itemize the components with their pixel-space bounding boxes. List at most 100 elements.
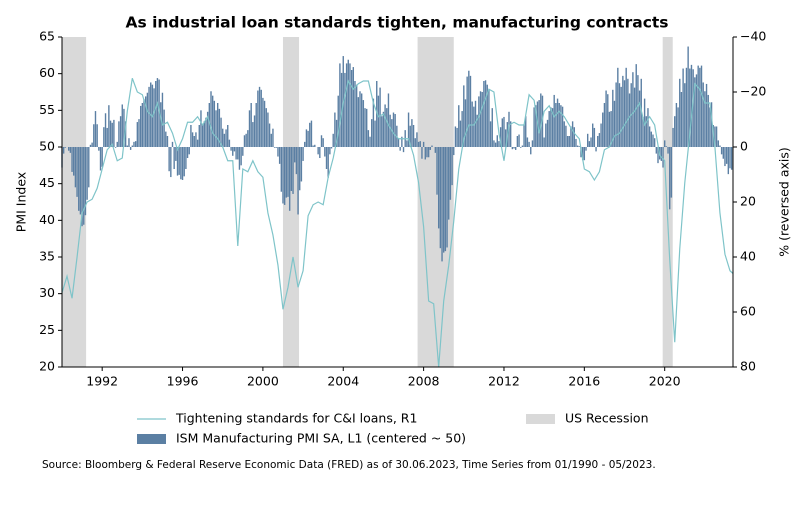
bar xyxy=(558,103,560,147)
recession-band xyxy=(662,37,673,367)
bar xyxy=(454,126,457,147)
bar xyxy=(295,147,298,175)
bar xyxy=(213,100,216,147)
bar xyxy=(627,78,629,147)
bar xyxy=(339,63,341,147)
bar xyxy=(69,147,72,153)
legend-label: ISM Manufacturing PMI SA, L1 (centered ~… xyxy=(176,431,466,446)
bar xyxy=(158,79,160,147)
bar xyxy=(103,127,105,147)
bar xyxy=(123,108,125,147)
bar xyxy=(446,147,448,248)
y2-tick-label: −40 xyxy=(740,29,766,44)
bar xyxy=(250,103,252,147)
bar xyxy=(337,95,339,147)
bar xyxy=(464,99,467,147)
bar xyxy=(724,147,726,167)
bar xyxy=(699,67,701,147)
bar xyxy=(427,147,430,158)
bar xyxy=(314,144,316,147)
bar xyxy=(64,147,67,148)
bar xyxy=(317,147,319,155)
bar xyxy=(307,130,309,147)
bar xyxy=(253,115,256,147)
bar xyxy=(205,117,207,147)
bar xyxy=(597,136,599,147)
bar xyxy=(272,128,274,147)
bar xyxy=(325,147,328,169)
bar xyxy=(186,147,189,158)
y-tick-label: 50 xyxy=(39,139,55,154)
bar xyxy=(324,147,326,157)
y2-tick-label: 20 xyxy=(740,194,756,209)
bar xyxy=(139,105,142,147)
bar xyxy=(109,120,112,147)
bar xyxy=(560,105,562,147)
bar xyxy=(235,147,237,160)
bar xyxy=(586,133,589,147)
bar xyxy=(290,147,293,191)
bar xyxy=(84,147,87,216)
bar xyxy=(647,108,649,147)
bar xyxy=(670,147,673,198)
bar xyxy=(571,121,574,147)
bar xyxy=(479,91,482,147)
bar xyxy=(725,147,728,164)
bar xyxy=(603,103,606,147)
bar xyxy=(555,103,557,147)
bar xyxy=(493,140,495,147)
y-tick-label: 40 xyxy=(39,212,55,227)
bar xyxy=(168,147,170,172)
bar xyxy=(265,108,267,147)
bar xyxy=(232,147,234,156)
source-note: Source: Bloomberg & Federal Reserve Econ… xyxy=(42,459,656,471)
bar xyxy=(642,116,644,147)
bar xyxy=(211,95,214,147)
x-tick-label: 1996 xyxy=(167,374,199,389)
bar xyxy=(717,140,719,147)
bar xyxy=(143,99,145,147)
y-tick-label: 45 xyxy=(39,175,55,190)
bar xyxy=(424,147,426,160)
bar xyxy=(206,111,209,147)
bar xyxy=(687,46,689,147)
bar xyxy=(566,136,569,147)
bar xyxy=(478,96,480,147)
bar xyxy=(561,106,564,147)
bar xyxy=(180,147,182,180)
bar xyxy=(730,147,733,170)
bar xyxy=(381,116,383,147)
recession-band xyxy=(282,37,300,367)
bar xyxy=(108,105,110,147)
bar xyxy=(371,119,373,147)
bar xyxy=(364,108,366,147)
bar xyxy=(366,108,368,147)
bar xyxy=(705,83,708,147)
bar xyxy=(86,147,88,200)
bar xyxy=(382,111,385,147)
bar xyxy=(602,112,604,147)
bar xyxy=(590,137,592,147)
bar xyxy=(268,123,271,147)
bar xyxy=(419,141,421,147)
bar xyxy=(320,135,323,147)
bar xyxy=(247,130,249,147)
bar xyxy=(98,147,100,151)
bar xyxy=(377,95,380,147)
bar xyxy=(468,70,470,147)
bar xyxy=(665,146,668,147)
bar xyxy=(612,89,614,147)
bar xyxy=(91,142,93,147)
bar xyxy=(345,63,348,147)
bar xyxy=(79,147,82,215)
bar xyxy=(411,119,413,147)
bar xyxy=(483,81,485,147)
bar xyxy=(458,105,460,147)
bar xyxy=(556,98,559,147)
bar xyxy=(623,80,626,147)
bar xyxy=(242,147,244,156)
bar xyxy=(170,147,172,178)
bar xyxy=(715,126,718,147)
bar xyxy=(376,81,378,147)
